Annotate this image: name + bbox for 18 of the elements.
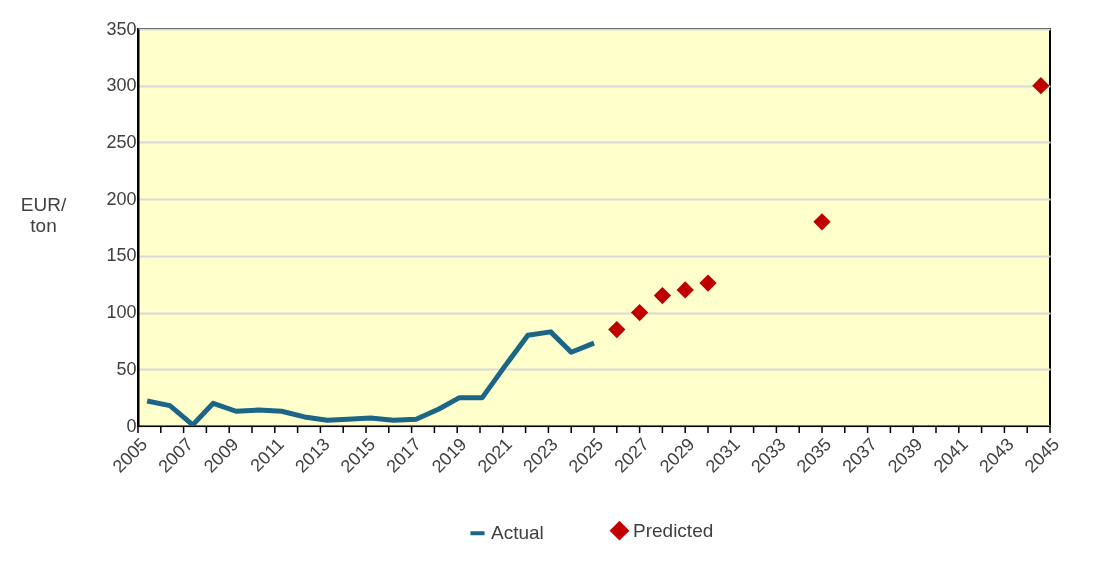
y-tick-label: 350 (106, 18, 137, 39)
y-tick-label: 250 (106, 131, 137, 152)
point (653, 286, 672, 305)
point (608, 320, 626, 339)
point (699, 274, 717, 292)
y-tick-label: 0 (126, 415, 137, 436)
y-tick-label: 100 (106, 302, 137, 323)
legend-label: Predicted (633, 519, 714, 541)
y-tick-label: 200 (106, 188, 137, 209)
legend-label: Actual (491, 522, 544, 544)
y-tick-label: 300 (106, 75, 137, 96)
y-tick-label: 150 (106, 245, 137, 266)
point (676, 281, 694, 299)
point (813, 213, 831, 231)
y-axis-title: EUR/ ton (20, 193, 67, 236)
point (1032, 77, 1050, 95)
point (630, 303, 649, 322)
y-tick-label: 50 (116, 358, 137, 379)
